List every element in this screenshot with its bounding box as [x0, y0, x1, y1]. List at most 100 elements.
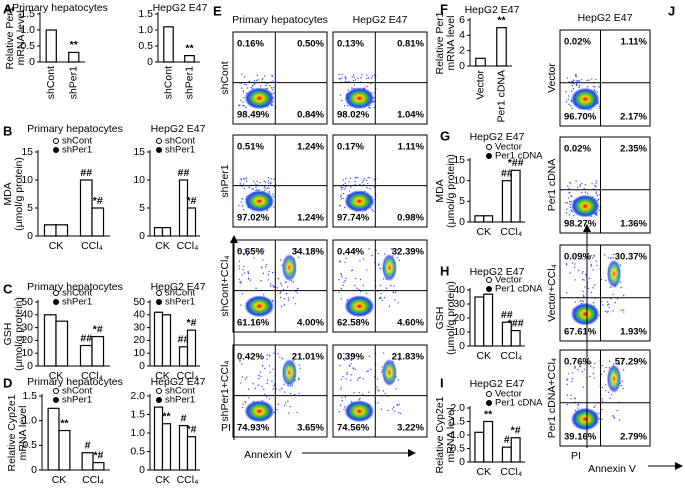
event-dot [243, 97, 245, 99]
event-dot [585, 273, 587, 276]
x-tick-label: shCont [162, 66, 174, 99]
plot-frame [559, 136, 651, 234]
bar [153, 406, 164, 471]
event-dot [263, 186, 266, 188]
legend-marker [156, 397, 162, 403]
event-dot [244, 400, 246, 403]
event-dot [595, 78, 597, 81]
event-dot [376, 386, 378, 388]
event-dot [572, 88, 575, 90]
quadrant-percent: 2.35% [620, 144, 647, 155]
significance-label: ## [178, 334, 190, 346]
density-blob [344, 400, 375, 423]
legend-marker [53, 388, 59, 394]
quadrant-percent: 62.58% [337, 318, 370, 329]
x-tick-label: CK [476, 350, 491, 362]
event-dot [383, 253, 386, 255]
event-dot [280, 296, 282, 299]
event-dot [242, 269, 244, 271]
event-dot [244, 378, 247, 381]
event-dot [267, 274, 270, 276]
event-dot [270, 285, 272, 287]
density-blob [344, 87, 375, 110]
event-dot [239, 182, 241, 184]
event-dot [249, 279, 252, 281]
event-dot [266, 379, 269, 381]
legend-marker [53, 138, 59, 144]
chart-title: HepG2 E47 [470, 131, 525, 143]
event-dot [344, 76, 346, 78]
quadrant-percent: 3.65% [297, 423, 324, 434]
chart-title: Primary hepatocytes [27, 123, 123, 135]
density-blob [381, 253, 397, 282]
event-dot [581, 272, 583, 275]
event-dot [382, 390, 385, 392]
event-dot [270, 178, 272, 180]
event-dot [589, 365, 592, 367]
event-dot [397, 379, 400, 381]
event-dot [592, 372, 595, 375]
y-tick-label: 10 [133, 347, 145, 359]
event-dot [345, 378, 347, 380]
event-dot [259, 371, 262, 373]
panel-letter: C [3, 281, 13, 296]
bar [501, 180, 512, 223]
event-dot [392, 250, 394, 252]
event-dot [276, 287, 279, 289]
event-dot [568, 188, 570, 190]
significance-label: *# [93, 195, 103, 207]
legend-label: shPer1 [62, 297, 92, 308]
event-dot [292, 281, 295, 283]
event-dot [285, 281, 288, 283]
event-dot [590, 263, 592, 266]
significance-label: *# [187, 195, 197, 207]
legend-marker [53, 397, 59, 403]
event-dot [268, 398, 271, 400]
event-dot [266, 396, 268, 398]
plot-frame [559, 244, 651, 342]
event-dot [583, 295, 585, 298]
event-dot [260, 375, 262, 378]
chart-title: HepG2 E47 [465, 4, 520, 16]
quadrant-percent: 0.09% [564, 252, 591, 263]
event-dot [266, 382, 268, 385]
event-dot [388, 305, 391, 307]
y-tick-label: 50 [133, 296, 145, 308]
event-dot [578, 80, 581, 82]
event-dot [238, 265, 241, 267]
event-dot [240, 201, 243, 203]
event-dot [565, 262, 568, 265]
event-dot [606, 304, 609, 306]
plot-frame [559, 29, 651, 127]
event-dot [373, 178, 375, 181]
quadrant-percent: 57.29% [615, 357, 648, 368]
significance-label: ## [501, 309, 513, 321]
density-blob [244, 190, 275, 213]
quadrant-percent: 74.56% [337, 423, 370, 434]
event-dot [583, 187, 585, 190]
bar [58, 429, 71, 471]
event-dot [271, 89, 274, 91]
plot-frame [232, 239, 328, 333]
plot-frame [232, 344, 328, 438]
event-dot [342, 284, 344, 286]
event-dot [622, 309, 624, 311]
event-dot [577, 403, 580, 405]
event-dot [587, 287, 590, 290]
event-dot [251, 188, 253, 190]
quadrant-percent: 0.65% [237, 247, 264, 258]
event-dot [340, 298, 342, 300]
quadrant-percent: 97.74% [337, 213, 370, 224]
event-dot [271, 380, 273, 382]
event-dot [280, 284, 283, 286]
significance-label: *## [508, 317, 524, 329]
event-dot [273, 178, 275, 180]
event-dot [338, 411, 341, 413]
event-dot [622, 369, 625, 371]
event-dot [579, 366, 581, 368]
event-dot [341, 77, 343, 79]
event-dot [595, 180, 598, 182]
significance-label: *# [187, 317, 197, 329]
x-tick-label: shCont [45, 66, 57, 99]
event-dot [262, 259, 264, 261]
